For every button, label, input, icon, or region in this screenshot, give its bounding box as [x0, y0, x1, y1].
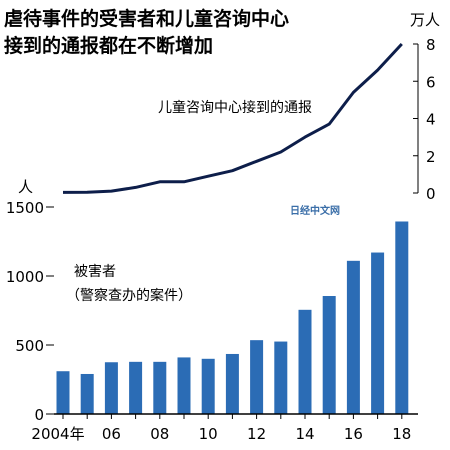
bar-2014 — [298, 309, 312, 414]
bar-axis: 0 500 1000 1500 — [6, 199, 54, 424]
bar-2012 — [250, 340, 264, 414]
bar-series-label-1: 被害者 — [74, 264, 116, 280]
line-axis: 0 2 4 6 8 — [413, 36, 436, 203]
bar-2011 — [225, 353, 239, 414]
bar-series-label-2: （警察查办的案件） — [66, 287, 192, 304]
watermark: 日经中文网 — [290, 204, 340, 217]
x-tick-label-2010: 10 — [199, 425, 218, 443]
bar-y-tick-label-0: 0 — [34, 406, 44, 424]
bar-2005 — [80, 373, 94, 414]
bar-y-tick-label-1: 500 — [15, 337, 44, 355]
bar-2006 — [104, 362, 118, 414]
bar-2018 — [395, 221, 409, 414]
line-unit-label: 万人 — [410, 11, 440, 29]
x-tick-label-2016: 16 — [344, 425, 363, 443]
line-y-tick-label-3: 6 — [426, 73, 436, 91]
x-tick-label-2014: 14 — [295, 425, 314, 443]
bar-2017 — [371, 252, 385, 414]
bar-y-tick-label-3: 1500 — [6, 199, 44, 217]
line-series-path — [62, 42, 403, 194]
line-y-tick-label-1: 2 — [426, 148, 436, 166]
bar-y-tick-label-2: 1000 — [6, 268, 44, 286]
bar-unit-label: 人 — [18, 178, 33, 196]
bar-2010 — [201, 358, 215, 414]
bar-series — [56, 221, 409, 414]
bar-2013 — [274, 341, 288, 414]
bar-2015 — [322, 296, 336, 414]
x-tick-label-2004: 2004年 — [31, 425, 84, 443]
x-tick-label-2008: 08 — [150, 425, 169, 443]
x-axis: 2004年 06 08 10 12 14 16 18 — [31, 414, 411, 443]
line-y-tick-label-0: 0 — [426, 185, 436, 203]
x-tick-label-2018: 18 — [392, 425, 411, 443]
bar-2009 — [177, 357, 191, 414]
x-tick-label-2012: 12 — [247, 425, 266, 443]
bar-2016 — [346, 260, 360, 414]
line-y-tick-label-2: 4 — [426, 111, 436, 129]
line-series-label: 儿童咨询中心接到的通报 — [158, 99, 312, 116]
chart-title-line-2: 接到的通报都在不断增加 — [4, 34, 213, 57]
bar-2004 — [56, 371, 70, 414]
bar-2007 — [129, 361, 143, 414]
line-y-tick-label-4: 8 — [426, 36, 436, 54]
bar-2008 — [153, 361, 167, 414]
x-tick-label-2006: 06 — [102, 425, 121, 443]
chart-title-line-1: 虐待事件的受害者和儿童咨询中心 — [4, 7, 289, 30]
